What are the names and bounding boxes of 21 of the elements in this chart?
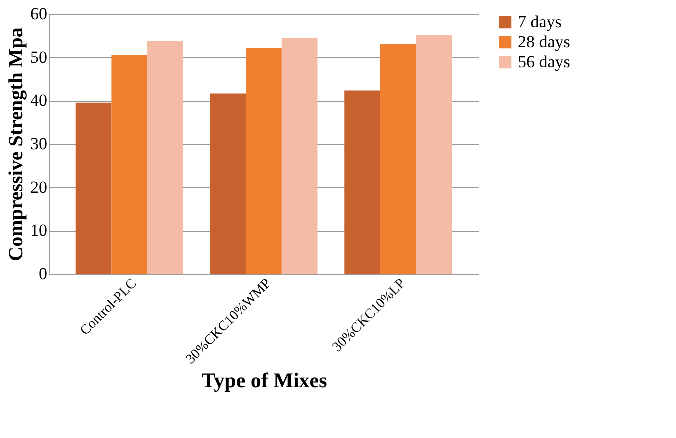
y-tick-label: 40 <box>30 91 48 110</box>
y-tick-label: 30 <box>30 134 48 154</box>
bar <box>76 102 112 274</box>
legend-label: 7 days <box>518 12 562 32</box>
legend-label: 28 days <box>518 32 570 52</box>
y-tick-label: 60 <box>30 4 48 24</box>
legend-label: 56 days <box>518 52 570 72</box>
bar <box>416 35 452 274</box>
y-tick-label: 10 <box>30 221 48 240</box>
x-axis-title: Type of Mixes <box>202 368 328 393</box>
bar <box>246 48 282 274</box>
bar <box>282 38 318 274</box>
y-tick-label: 50 <box>30 48 48 67</box>
bar <box>380 44 416 274</box>
bar <box>148 41 184 274</box>
bar <box>344 90 380 274</box>
bar <box>210 94 246 274</box>
y-tick-label: 0 <box>39 264 48 284</box>
bar <box>112 55 148 274</box>
y-tick-label: 20 <box>30 178 48 197</box>
y-axis-title: Compressive Strength Mpa <box>6 28 28 262</box>
